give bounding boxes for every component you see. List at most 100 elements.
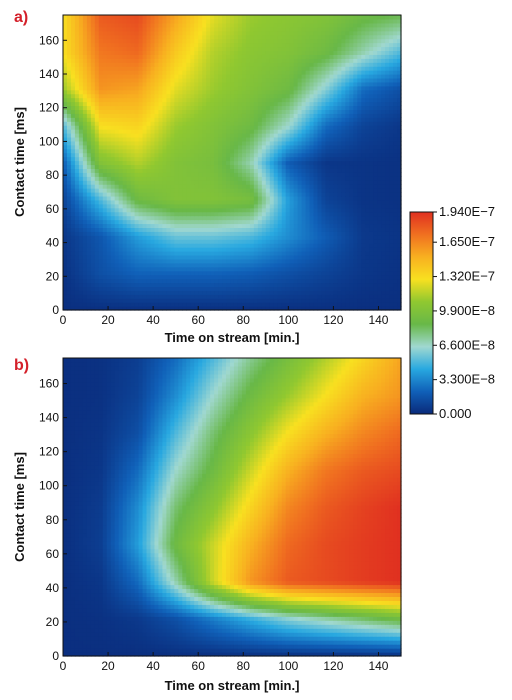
heatmap-cell: [341, 243, 346, 248]
heatmap-cell: [281, 262, 287, 268]
heatmap-cell: [178, 306, 183, 311]
heatmap-cell: [98, 89, 104, 95]
heatmap-cell: [361, 81, 366, 87]
heatmap-cell: [122, 227, 128, 232]
heatmap-cell: [377, 172, 382, 177]
heatmap-cell: [74, 254, 80, 260]
heatmap-cell: [385, 235, 390, 240]
heatmap-cell: [63, 113, 68, 118]
heatmap-cell: [190, 136, 195, 142]
heatmap-cell: [130, 306, 136, 311]
heatmap-cell: [237, 93, 243, 99]
heatmap-cell: [301, 199, 307, 205]
heatmap-cell: [110, 81, 116, 87]
heatmap-cell: [349, 136, 354, 142]
heatmap-cell: [102, 306, 108, 311]
heatmap-cell: [170, 184, 175, 189]
heatmap-cell: [329, 266, 334, 272]
heatmap-cell: [285, 180, 291, 185]
heatmap-cell: [226, 223, 231, 228]
heatmap-cell: [86, 199, 92, 205]
heatmap-cell: [118, 231, 124, 236]
heatmap-cell: [397, 239, 402, 244]
heatmap-cell: [285, 133, 291, 138]
heatmap-cell: [118, 140, 124, 146]
heatmap-cell: [154, 93, 160, 99]
heatmap-cell: [297, 286, 303, 291]
heatmap-cell: [182, 89, 187, 95]
heatmap-cell: [226, 129, 231, 134]
heatmap-cell: [293, 117, 299, 122]
heatmap-cell: [361, 266, 366, 272]
heatmap-cell: [122, 129, 128, 134]
heatmap-cell: [305, 121, 311, 126]
heatmap-cell: [114, 184, 120, 189]
heatmap-cell: [174, 140, 179, 146]
heatmap-cell: [365, 290, 370, 295]
heatmap-cell: [293, 195, 299, 201]
heatmap-cell: [233, 164, 239, 169]
heatmap-cell: [317, 164, 323, 169]
heatmap-cell: [210, 144, 215, 150]
heatmap-cell: [86, 239, 92, 244]
heatmap-cell: [90, 184, 96, 189]
heatmap-cell: [90, 89, 96, 95]
heatmap-cell: [78, 89, 84, 95]
heatmap-cell: [353, 140, 358, 146]
heatmap-cell: [154, 278, 160, 284]
heatmap-cell: [249, 168, 255, 173]
heatmap-cell: [194, 239, 199, 244]
heatmap-cell: [78, 101, 84, 107]
heatmap-cell: [273, 184, 279, 189]
heatmap-cell: [277, 97, 283, 103]
heatmap-cell: [273, 121, 279, 126]
heatmap-cell: [273, 113, 279, 118]
heatmap-cell: [218, 144, 223, 150]
heatmap-cell: [74, 168, 80, 173]
heatmap-cell: [126, 192, 132, 197]
heatmap-cell: [90, 180, 96, 185]
heatmap-cell: [182, 219, 187, 225]
heatmap-cell: [162, 93, 167, 99]
heatmap-cell: [98, 136, 104, 142]
heatmap-cell: [285, 195, 291, 201]
heatmap-cell: [337, 192, 342, 197]
heatmap-cell: [245, 302, 251, 307]
heatmap-cell: [222, 211, 227, 217]
heatmap-cell: [142, 121, 148, 126]
heatmap-cell: [86, 298, 92, 303]
heatmap-cell: [182, 227, 187, 232]
heatmap-cell: [237, 176, 243, 181]
heatmap-cell: [305, 140, 311, 146]
heatmap-cell: [150, 270, 156, 276]
heatmap-cell: [377, 188, 382, 193]
heatmap-cell: [337, 298, 342, 303]
heatmap-cell: [158, 258, 164, 264]
heatmap-cell: [118, 219, 124, 225]
heatmap-cell: [226, 192, 231, 197]
heatmap-cell: [186, 262, 191, 268]
heatmap-cell: [285, 148, 291, 154]
heatmap-cell: [198, 211, 203, 217]
heatmap-cell: [249, 235, 255, 240]
heatmap-cell: [206, 89, 211, 95]
heatmap-cell: [142, 125, 148, 130]
heatmap-cell: [281, 294, 287, 299]
heatmap-cell: [138, 176, 144, 181]
heatmap-cell: [273, 77, 279, 83]
heatmap-cell: [158, 306, 164, 311]
heatmap-cell: [102, 129, 108, 134]
heatmap-cell: [249, 251, 255, 256]
heatmap-cell: [94, 239, 100, 244]
heatmap-cell: [265, 188, 271, 193]
heatmap-cell: [98, 109, 104, 114]
heatmap-cell: [289, 77, 295, 83]
heatmap-cell: [230, 176, 235, 181]
heatmap-cell: [265, 203, 271, 209]
heatmap-cell: [174, 180, 179, 185]
heatmap-cell: [265, 121, 271, 126]
heatmap-cell: [329, 117, 334, 122]
heatmap-cell: [106, 223, 112, 228]
heatmap-cell: [186, 306, 191, 311]
heatmap-cell: [74, 144, 80, 150]
